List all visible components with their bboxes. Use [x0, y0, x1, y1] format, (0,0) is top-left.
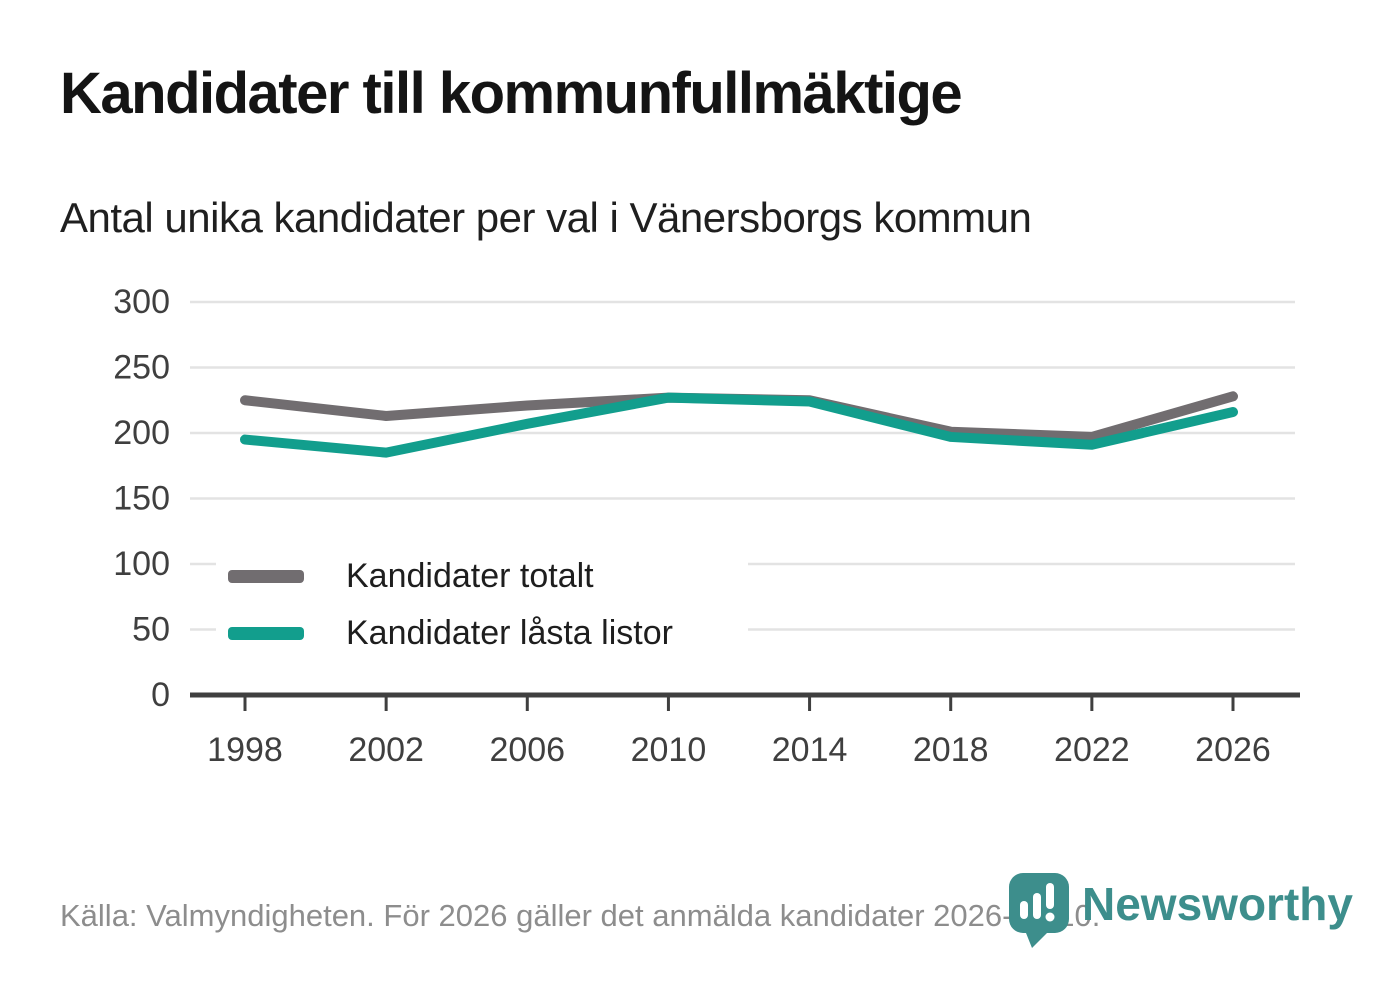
legend-item-kandidater-lasta-listor: Kandidater låsta listor — [228, 614, 748, 653]
x-tick-label: 2006 — [489, 731, 565, 769]
x-tick-label: 2022 — [1054, 731, 1130, 769]
legend-label-lasta-listor: Kandidater låsta listor — [346, 614, 673, 652]
y-tick-label: 150 — [113, 480, 170, 518]
x-tick-label: 2026 — [1195, 731, 1271, 769]
x-tick-label: 1998 — [207, 731, 283, 769]
legend-swatch-lasta-listor-icon — [228, 627, 304, 640]
x-tick-label: 2014 — [772, 731, 848, 769]
y-tick-label: 200 — [113, 414, 170, 452]
legend-item-kandidater-totalt: Kandidater totalt — [228, 557, 748, 596]
y-tick-label: 100 — [113, 545, 170, 583]
page-title: Kandidater till kommunfullmäktige — [60, 61, 963, 126]
page-subtitle: Antal unika kandidater per val i Vänersb… — [60, 194, 1032, 241]
y-tick-label: 0 — [151, 676, 170, 714]
newsworthy-pin-icon — [1009, 873, 1069, 948]
series-line-1 — [240, 392, 1238, 458]
newsworthy-logo: Newsworthy — [1008, 872, 1353, 948]
legend-swatch-totalt-icon — [228, 570, 304, 583]
y-tick-label: 50 — [132, 611, 170, 649]
legend-label-totalt: Kandidater totalt — [346, 557, 594, 595]
source-note: Källa: Valmyndigheten. För 2026 gäller d… — [60, 898, 1101, 933]
y-tick-label: 300 — [113, 283, 170, 321]
chart-legend: Kandidater totalt Kandidater låsta listo… — [216, 548, 748, 662]
y-tick-label: 250 — [113, 349, 170, 387]
newsworthy-wordmark: Newsworthy — [1082, 878, 1353, 930]
x-tick-label: 2010 — [631, 731, 707, 769]
x-tick-label: 2018 — [913, 731, 989, 769]
x-tick-label: 2002 — [348, 731, 424, 769]
